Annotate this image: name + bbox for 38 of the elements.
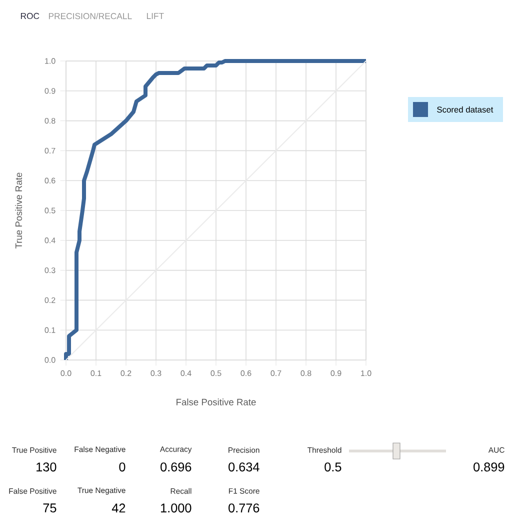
text: 130 [36,462,56,472]
x-tick-label: 0.6 [240,370,252,376]
y-tick-label: 0.5 [44,208,56,214]
y-tick-label: 0.9 [44,88,56,94]
text: ROC [20,12,40,20]
y-tick-label: 1.0 [45,58,56,64]
y-tick-label: 0.1 [44,327,56,333]
text: 0.634 [228,462,260,472]
text: 0.696 [160,462,192,472]
x-axis-title: False Positive Rate [176,398,256,406]
x-tick-label: 0.4 [180,370,192,376]
x-tick-label: 0.2 [120,370,132,376]
legend-label: Scored dataset [437,106,494,113]
text: LIFT [146,13,164,19]
text: 0.899 [474,462,504,472]
y-tick-label: 0.8 [44,118,56,124]
text: 75 [43,504,56,512]
y-tick-label: 0.0 [44,357,56,363]
text: 0.776 [228,504,260,512]
x-tick-label: 0.3 [150,370,162,376]
x-tick-label: 0.8 [300,370,312,376]
x-tick-label: 0.7 [270,370,282,376]
text: PRECISION/RECALL [48,12,132,20]
text: 0 [119,462,126,472]
y-tick-label: 0.4 [44,238,56,244]
text: 42 [112,504,126,512]
text: 0.5 [324,462,342,472]
x-tick-label: 0.0 [60,370,72,376]
x-tick-label: 0.1 [90,370,102,376]
text: 1.000 [161,504,192,512]
y-axis-title: True Positive Rate [15,172,22,248]
y-tick-label: 0.6 [44,178,56,184]
x-tick-label: 0.9 [330,370,342,376]
x-tick-label: 1.0 [361,370,372,376]
x-tick-label: 0.5 [210,370,222,376]
y-tick-label: 0.7 [44,148,56,154]
y-tick-label: 0.2 [44,297,56,304]
y-tick-label: 0.3 [44,267,56,274]
